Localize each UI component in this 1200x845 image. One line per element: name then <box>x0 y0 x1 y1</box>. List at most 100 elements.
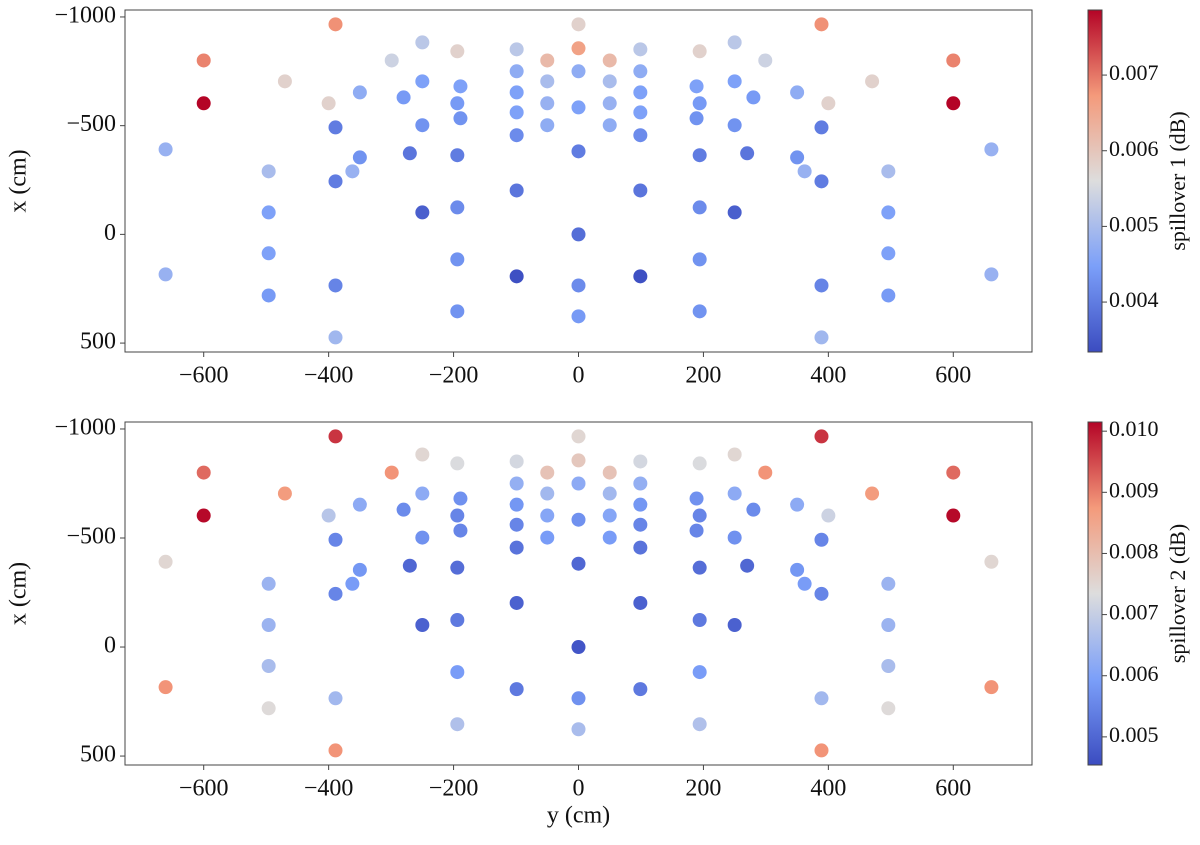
point <box>261 164 276 179</box>
x-tick-label: −400 <box>304 363 354 389</box>
colorbar-tick-label: 0.007 <box>1109 60 1159 85</box>
point <box>692 96 707 111</box>
point <box>509 682 524 697</box>
y-tick-label: −1000 <box>54 414 116 440</box>
point <box>158 142 173 157</box>
point <box>692 665 707 680</box>
point <box>797 576 812 591</box>
point <box>692 200 707 215</box>
point <box>196 53 211 68</box>
point <box>633 64 648 79</box>
point <box>692 560 707 575</box>
point <box>814 174 829 189</box>
point <box>814 586 829 601</box>
point <box>602 118 617 133</box>
point <box>450 96 465 111</box>
x-tick-label: −600 <box>179 363 229 389</box>
point <box>946 508 961 523</box>
point <box>158 267 173 282</box>
point <box>277 486 292 501</box>
point <box>692 508 707 523</box>
point <box>758 53 773 68</box>
y-tick-label: 0 <box>104 220 116 246</box>
point <box>571 227 586 242</box>
point <box>727 618 742 633</box>
point <box>450 508 465 523</box>
point <box>984 554 999 569</box>
point <box>261 618 276 633</box>
point <box>946 465 961 480</box>
point <box>814 120 829 135</box>
point <box>328 17 343 32</box>
point <box>453 111 468 126</box>
point <box>450 148 465 163</box>
y-axis-label: x (cm) <box>6 562 32 625</box>
x-tick-label: 600 <box>935 363 971 389</box>
point <box>509 476 524 491</box>
point <box>727 205 742 220</box>
point <box>633 183 648 198</box>
point <box>814 330 829 345</box>
colorbar-tick-label: 0.008 <box>1109 538 1159 563</box>
point <box>790 85 805 100</box>
point <box>571 429 586 444</box>
point <box>509 42 524 57</box>
y-tick-label: 0 <box>104 633 116 659</box>
point <box>633 128 648 143</box>
point <box>453 523 468 538</box>
point <box>692 612 707 627</box>
point <box>509 105 524 120</box>
point <box>790 497 805 512</box>
point <box>450 560 465 575</box>
point <box>450 200 465 215</box>
point <box>540 486 555 501</box>
point <box>571 640 586 655</box>
point <box>746 502 761 517</box>
point <box>865 74 880 89</box>
point <box>450 252 465 267</box>
colorbar-label: spillover 1 (dB) <box>1165 111 1190 250</box>
y-axis-label: x (cm) <box>6 149 32 212</box>
point <box>692 252 707 267</box>
point <box>727 74 742 89</box>
point <box>633 595 648 610</box>
point <box>790 150 805 165</box>
point <box>540 74 555 89</box>
point <box>540 118 555 133</box>
point <box>633 540 648 555</box>
point <box>415 74 430 89</box>
point <box>453 79 468 94</box>
point <box>571 476 586 491</box>
x-tick-label: −200 <box>429 776 479 802</box>
point <box>571 100 586 115</box>
point <box>727 35 742 50</box>
point <box>509 595 524 610</box>
colorbar-tick-label: 0.006 <box>1109 661 1159 686</box>
colorbar-tick-label: 0.007 <box>1109 600 1159 625</box>
point <box>881 659 896 674</box>
point <box>509 540 524 555</box>
point <box>571 722 586 737</box>
x-tick-label: 200 <box>685 363 721 389</box>
colorbar-tick-label: 0.006 <box>1109 136 1159 161</box>
point <box>196 465 211 480</box>
point <box>692 717 707 732</box>
point <box>415 618 430 633</box>
colorbar <box>1087 9 1103 353</box>
point <box>384 465 399 480</box>
point <box>814 278 829 293</box>
point <box>328 120 343 135</box>
point <box>602 53 617 68</box>
point <box>946 96 961 111</box>
point <box>571 41 586 56</box>
point <box>740 558 755 573</box>
point <box>158 680 173 695</box>
point <box>746 90 761 105</box>
point <box>571 64 586 79</box>
axes-frame <box>124 9 1033 353</box>
point <box>321 508 336 523</box>
point <box>814 691 829 706</box>
point <box>384 53 399 68</box>
point <box>881 246 896 261</box>
